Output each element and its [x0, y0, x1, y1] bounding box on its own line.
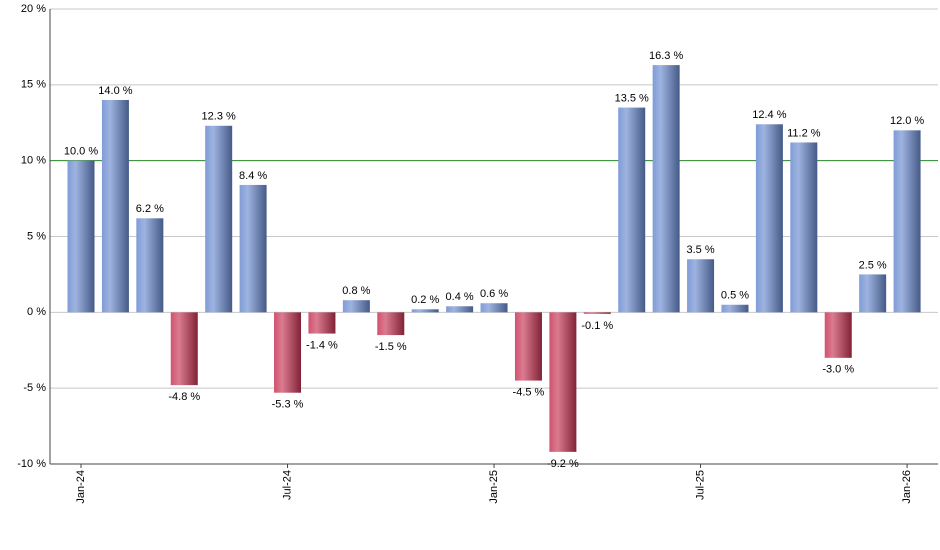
y-tick-label: 10 %	[21, 155, 46, 167]
y-tick-label: -5 %	[23, 382, 46, 394]
x-tick-label: Jul-24	[281, 470, 293, 500]
value-label: 0.2 %	[411, 294, 439, 306]
value-label: 8.4 %	[239, 170, 267, 182]
x-tick-label: Jul-25	[694, 470, 706, 500]
value-label: -1.4 %	[306, 339, 338, 351]
bar	[67, 160, 95, 313]
y-tick-label: 20 %	[21, 3, 46, 15]
bar	[446, 306, 474, 313]
bar	[824, 312, 852, 358]
bar	[583, 312, 611, 314]
bar	[687, 259, 715, 313]
bar	[480, 303, 508, 313]
value-label: 0.4 %	[446, 291, 474, 303]
bar	[136, 218, 164, 313]
value-label: 14.0 %	[98, 85, 132, 97]
bar	[342, 300, 370, 313]
bar	[377, 312, 405, 336]
bar	[411, 309, 439, 313]
bar	[755, 124, 783, 313]
value-label: -4.8 %	[168, 391, 200, 403]
bar	[721, 304, 749, 313]
bar	[859, 274, 887, 313]
x-tick-label: Jan-26	[901, 470, 913, 504]
value-label: 10.0 %	[64, 146, 98, 158]
value-label: -3.0 %	[822, 364, 854, 376]
bar	[652, 65, 680, 313]
y-tick-label: 15 %	[21, 79, 46, 91]
value-label: 12.4 %	[752, 109, 786, 121]
value-label: 11.2 %	[787, 127, 821, 139]
value-label: -4.5 %	[513, 386, 545, 398]
x-tick-label: Jan-25	[488, 470, 500, 504]
value-label: 0.8 %	[342, 285, 370, 297]
bar	[514, 312, 542, 381]
bar	[205, 125, 233, 313]
bar	[101, 100, 129, 313]
value-label: 0.6 %	[480, 288, 508, 300]
value-label: -9.2 %	[547, 458, 579, 470]
value-label: 13.5 %	[615, 92, 649, 104]
y-tick-label: 5 %	[27, 230, 46, 242]
value-label: 12.0 %	[890, 115, 924, 127]
x-tick-label: Jan-24	[75, 470, 87, 504]
value-label: 12.3 %	[202, 111, 236, 123]
bar	[618, 107, 646, 313]
value-label: 3.5 %	[686, 244, 714, 256]
bar	[239, 184, 267, 313]
bar	[274, 312, 302, 393]
bar	[549, 312, 577, 452]
value-label: -1.5 %	[375, 341, 407, 353]
value-label: 0.5 %	[721, 290, 749, 302]
bar	[790, 142, 818, 313]
y-tick-label: 0 %	[27, 306, 46, 318]
value-label: -0.1 %	[581, 320, 613, 332]
bar	[170, 312, 198, 386]
value-label: -5.3 %	[272, 399, 304, 411]
y-tick-label: -10 %	[17, 458, 46, 470]
value-label: 2.5 %	[859, 259, 887, 271]
value-label: 6.2 %	[136, 203, 164, 215]
bar	[893, 130, 921, 313]
value-label: 16.3 %	[649, 50, 683, 62]
bar	[308, 312, 336, 334]
